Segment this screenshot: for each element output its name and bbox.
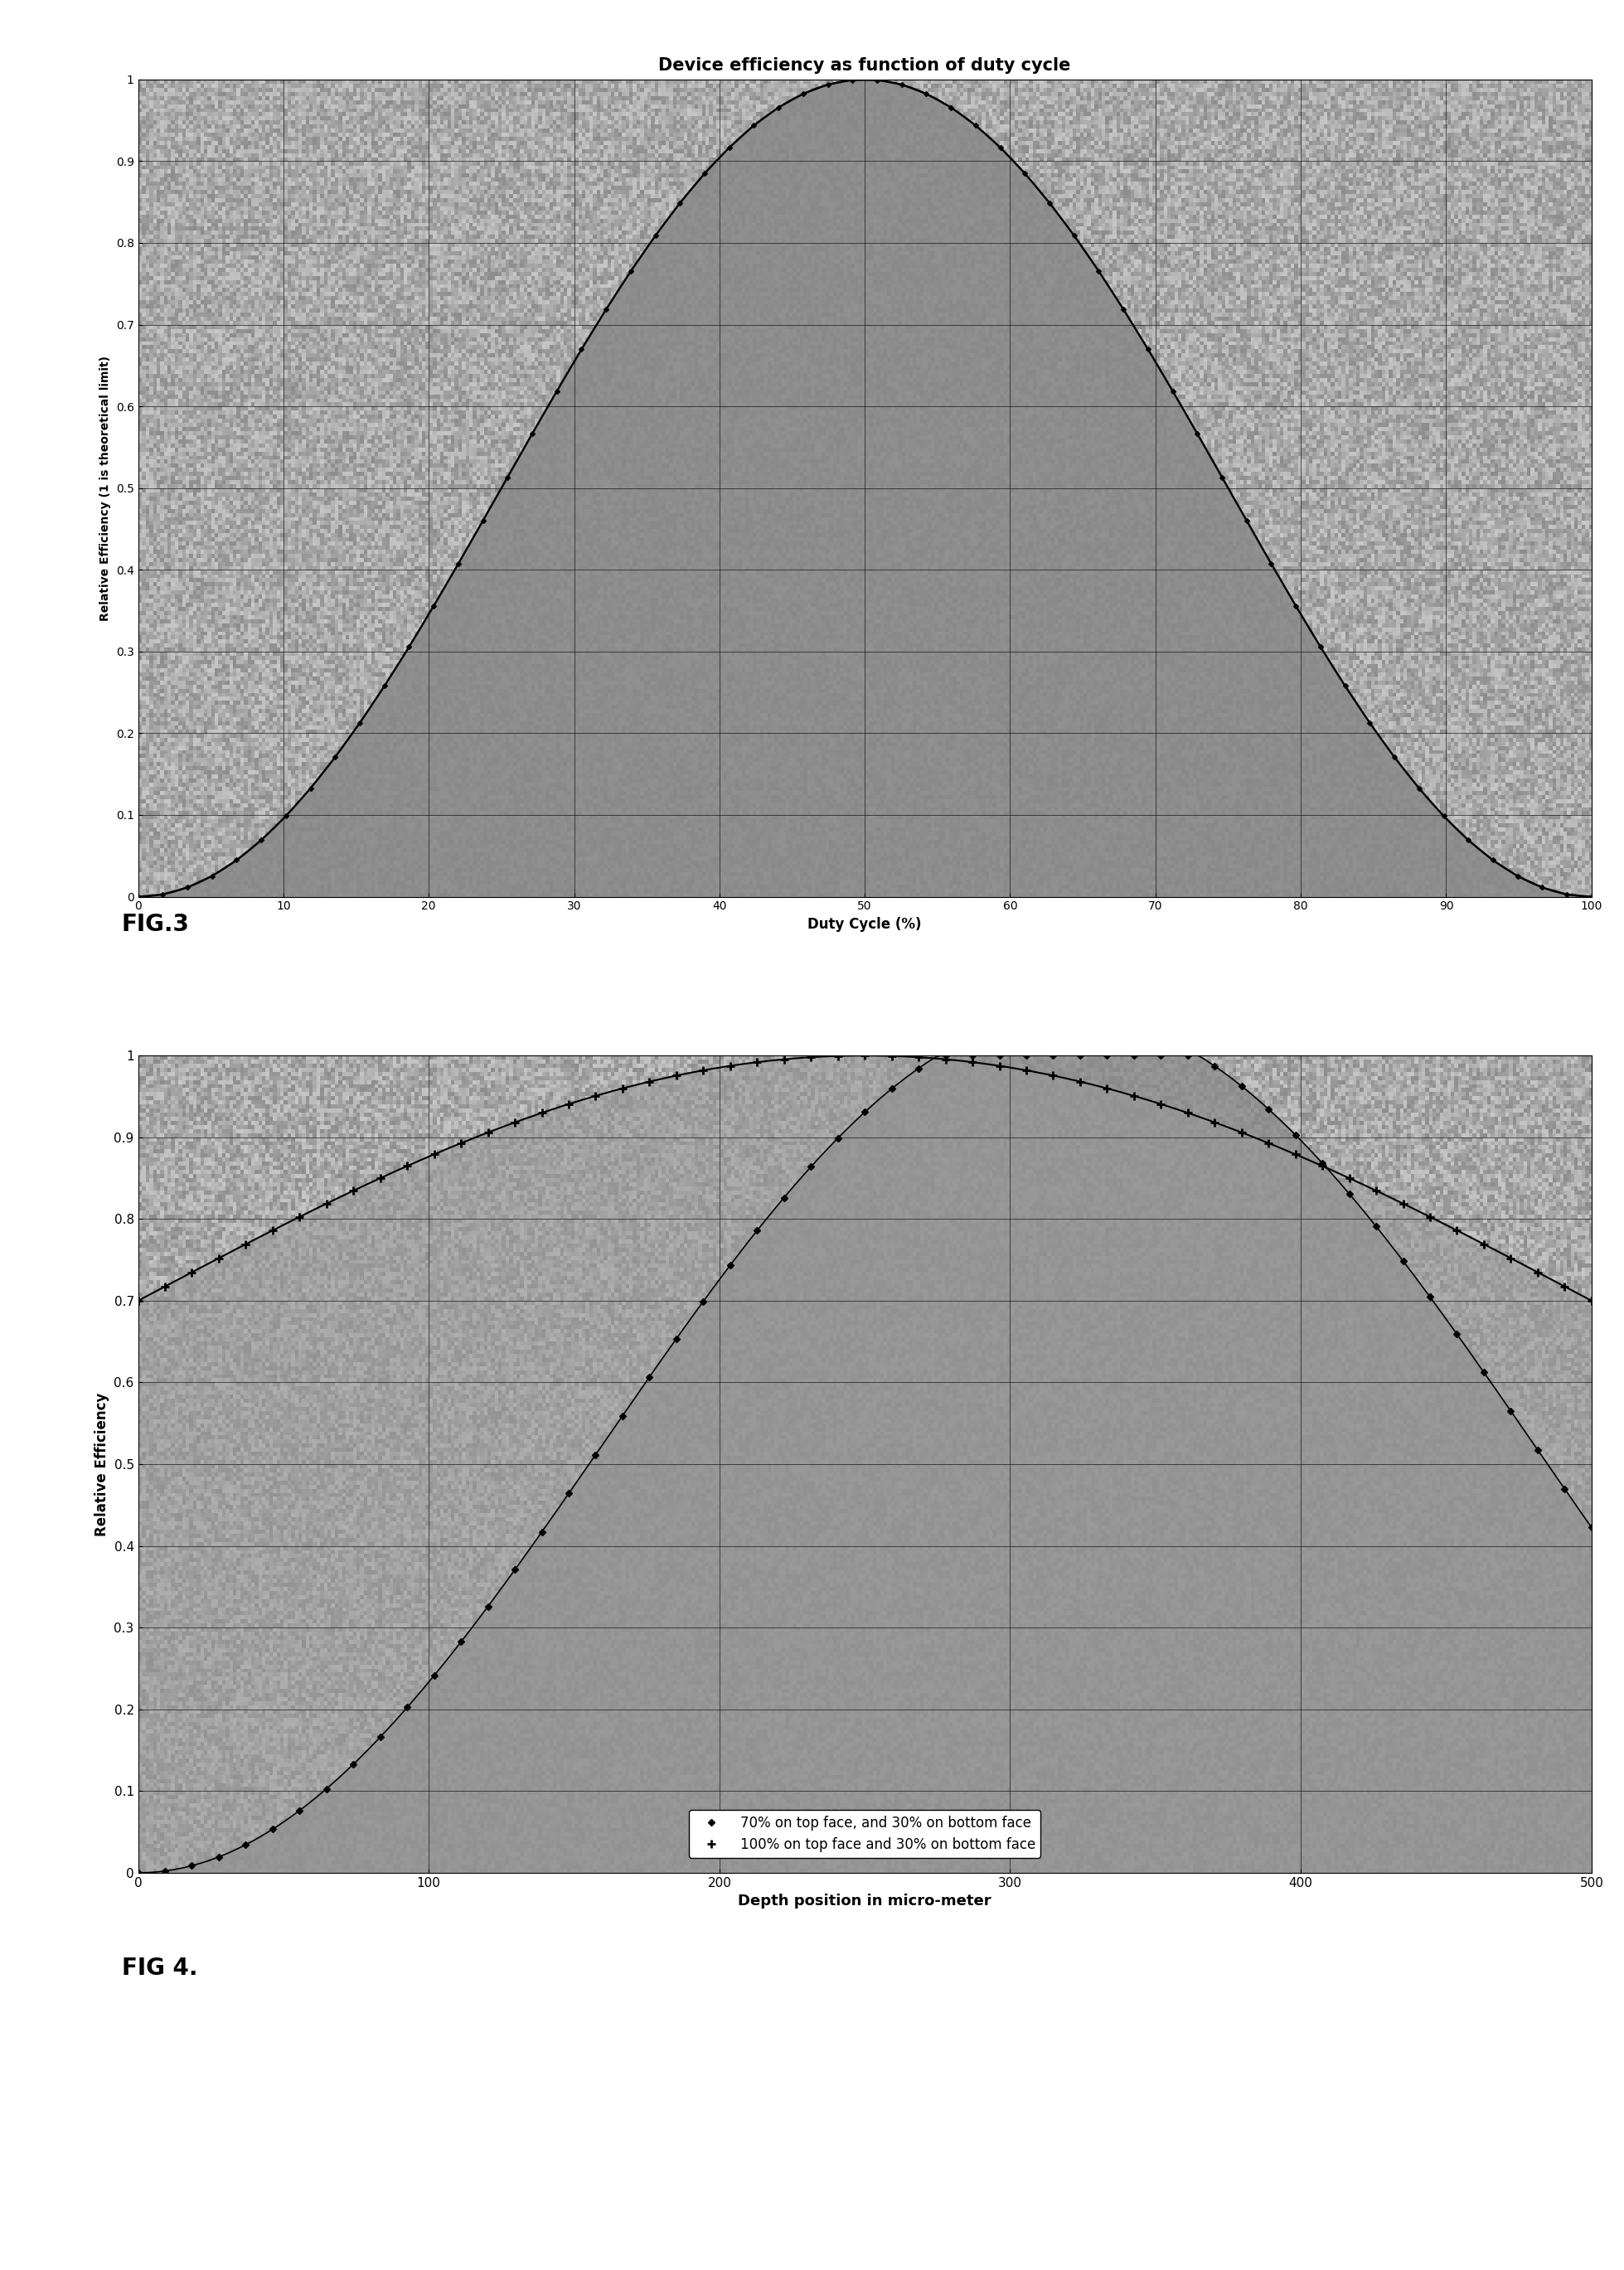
- Text: FIG 4.: FIG 4.: [122, 1957, 198, 1979]
- 70% on top face, and 30% on bottom face: [398, 1693, 417, 1721]
- 70% on top face, and 30% on bottom face: [477, 1594, 497, 1621]
- X-axis label: Duty Cycle (%): Duty Cycle (%): [807, 917, 922, 931]
- 70% on top face, and 30% on bottom face: [289, 1798, 309, 1825]
- 70% on top face, and 30% on bottom face: [666, 1326, 685, 1353]
- 100% on top face and 30% on bottom face: [289, 1203, 309, 1230]
- 100% on top face and 30% on bottom face: [1447, 1217, 1466, 1244]
- 70% on top face, and 30% on bottom face: [935, 1042, 955, 1069]
- 100% on top face and 30% on bottom face: [398, 1153, 417, 1180]
- 100% on top face and 30% on bottom face: [477, 1119, 497, 1146]
- 70% on top face, and 30% on bottom face: [1447, 1321, 1466, 1348]
- Title: Device efficiency as function of duty cycle: Device efficiency as function of duty cy…: [659, 57, 1070, 73]
- 100% on top face and 30% on bottom face: [1554, 1273, 1574, 1301]
- Text: FIG.3: FIG.3: [122, 913, 190, 935]
- Line: 70% on top face, and 30% on bottom face: 70% on top face, and 30% on bottom face: [136, 1053, 1593, 1875]
- 70% on top face, and 30% on bottom face: [1554, 1476, 1574, 1503]
- Y-axis label: Relative Efficiency: Relative Efficiency: [94, 1392, 109, 1537]
- 100% on top face and 30% on bottom face: [128, 1287, 148, 1314]
- 70% on top face, and 30% on bottom face: [128, 1859, 148, 1886]
- 100% on top face and 30% on bottom face: [666, 1062, 685, 1090]
- Legend: 70% on top face, and 30% on bottom face, 100% on top face and 30% on bottom face: 70% on top face, and 30% on bottom face,…: [689, 1809, 1041, 1857]
- 70% on top face, and 30% on bottom face: [1582, 1514, 1601, 1541]
- X-axis label: Depth position in micro-meter: Depth position in micro-meter: [737, 1893, 992, 1909]
- 100% on top face and 30% on bottom face: [1582, 1287, 1601, 1314]
- Y-axis label: Relative Efficiency (1 is theoretical limit): Relative Efficiency (1 is theoretical li…: [99, 356, 110, 620]
- Line: 100% on top face and 30% on bottom face: 100% on top face and 30% on bottom face: [135, 1051, 1595, 1305]
- 100% on top face and 30% on bottom face: [856, 1042, 875, 1069]
